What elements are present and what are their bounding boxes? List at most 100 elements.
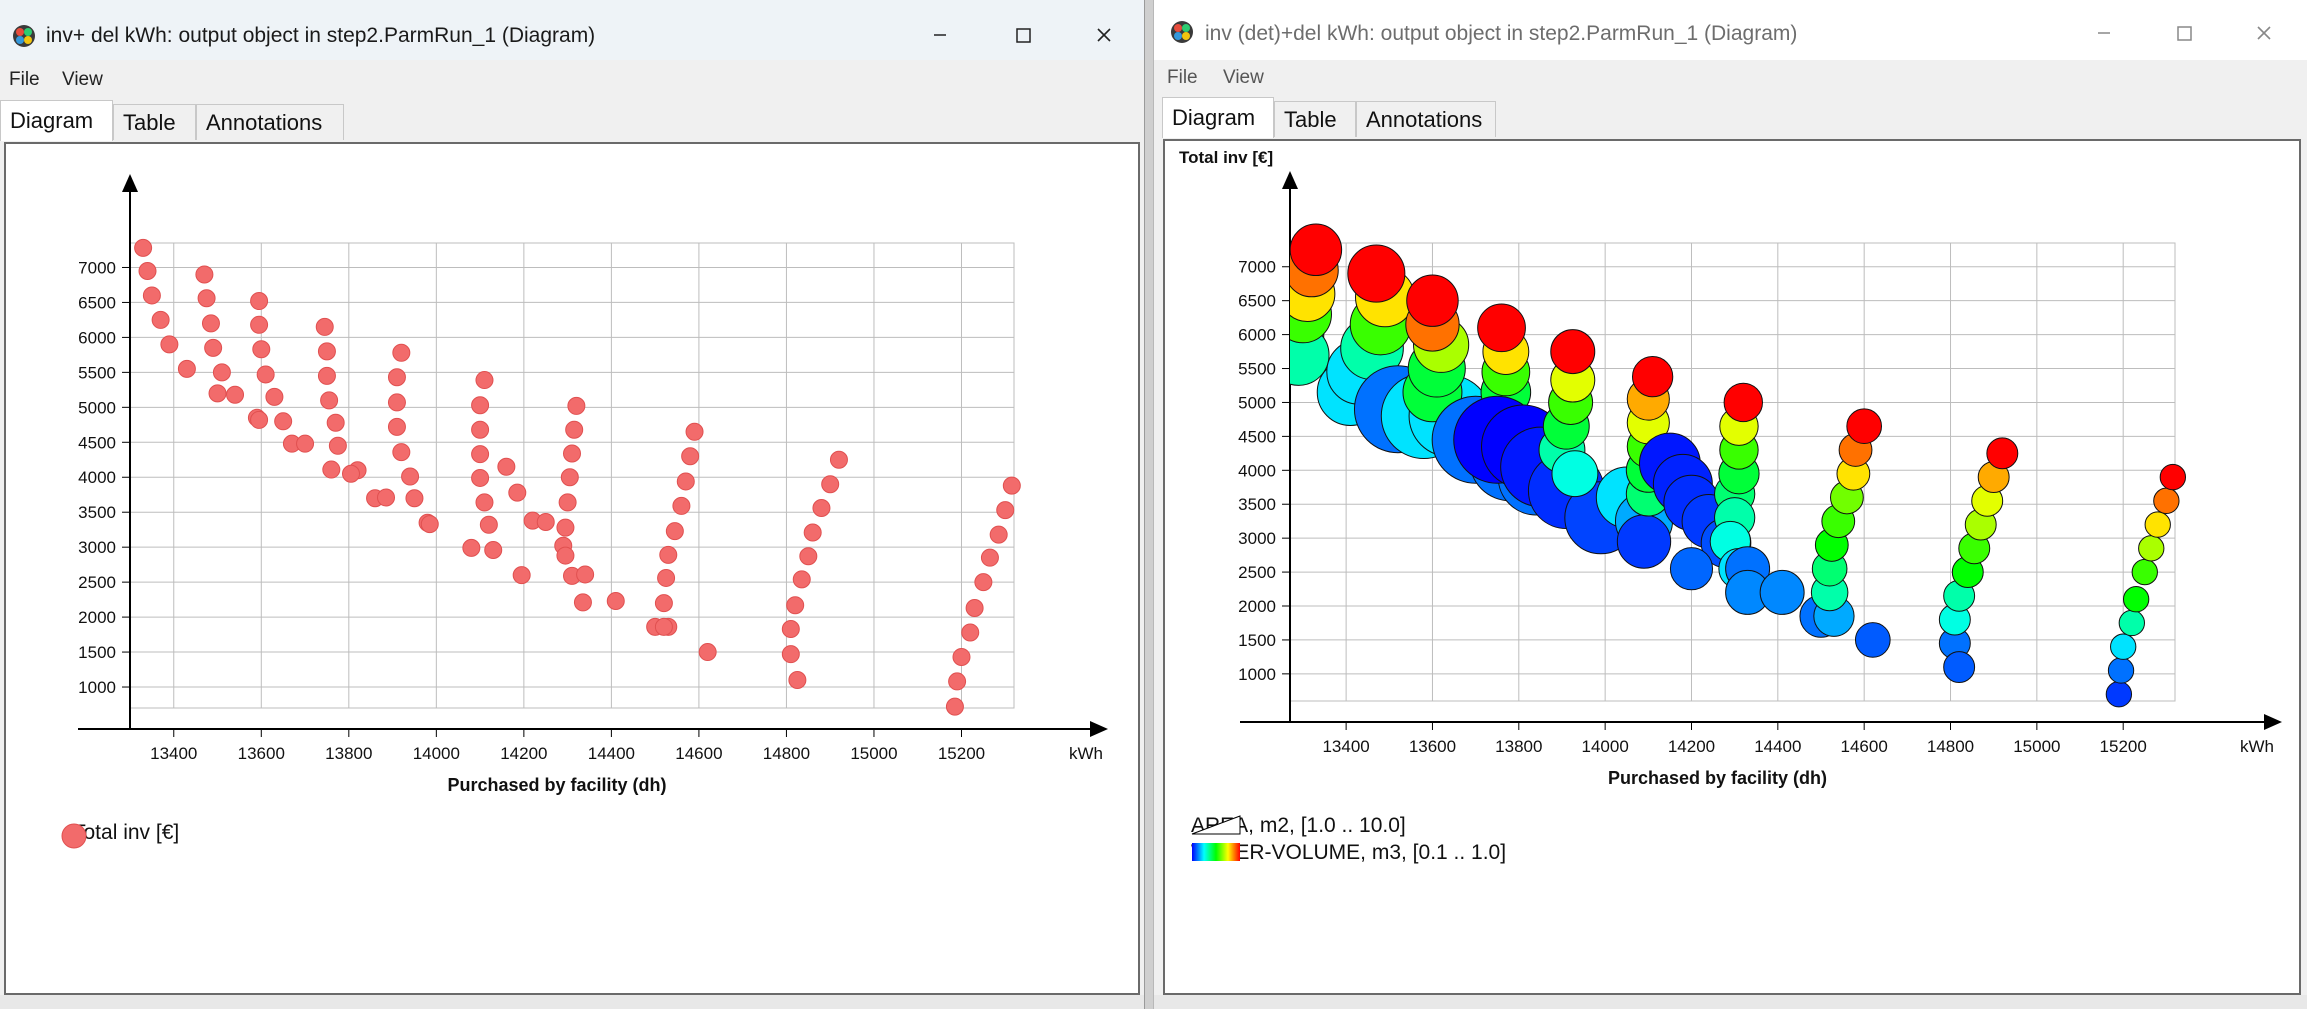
- scatter-point: [197, 289, 216, 308]
- scatter-point: [996, 501, 1015, 520]
- scatter-point: [462, 538, 481, 557]
- x-tick-label: 13400: [1322, 737, 1369, 756]
- x-tick-label: 15200: [2100, 737, 2147, 756]
- bubble-point: [2144, 511, 2171, 538]
- right-diagram-window: inv (det)+del kWh: output object in step…: [1153, 0, 2307, 1009]
- x-tick-label: 14000: [1582, 737, 1629, 756]
- bubble-point: [2159, 463, 2187, 491]
- y-tick-label: 5500: [1238, 360, 1276, 379]
- legend-item-total-inv: Total inv [€]: [59, 821, 180, 849]
- scatter-point: [576, 565, 595, 584]
- scatter-point: [803, 523, 822, 542]
- x-tick-label: 13800: [1495, 737, 1542, 756]
- menu-view[interactable]: View: [62, 69, 103, 90]
- x-tick-label: 14400: [1754, 737, 1801, 756]
- scatter-point: [659, 545, 678, 564]
- scatter-chart[interactable]: 13400 13600 13800 14000 14200 14400 14600 14800…: [6, 144, 1139, 993]
- x-axis-arrow: [1090, 721, 1108, 737]
- tab-annotations[interactable]: Annotations: [1356, 101, 1496, 137]
- close-button[interactable]: [1089, 20, 1119, 50]
- legend-color-label: WATER-VOLUME, m3, [0.1 .. 1.0]: [1191, 841, 1507, 864]
- scatter-point: [252, 340, 271, 359]
- bubble-point: [2107, 657, 2135, 684]
- x-tick-label: 14800: [763, 744, 810, 763]
- scatter-point: [556, 518, 575, 537]
- bubble-chart[interactable]: 13400 13600 13800 14000 14200 14400 14600 14800…: [1165, 141, 2302, 993]
- maximize-button[interactable]: [2169, 18, 2199, 48]
- y-tick-label: 5000: [78, 398, 116, 417]
- tab-table[interactable]: Table: [1274, 101, 1356, 137]
- bubble-layer: [1290, 223, 2187, 708]
- scatter-point: [296, 434, 315, 453]
- bubble-point: [1669, 547, 1714, 591]
- scatter-point: [142, 286, 161, 305]
- right-title-bar[interactable]: inv (det)+del kWh: output object in step…: [1154, 0, 2307, 60]
- y-axis-title: Total inv [€]: [1179, 148, 1273, 167]
- scatter-point: [317, 342, 336, 361]
- y-tick-label: 7000: [78, 258, 116, 277]
- diagram-panel: 13400 13600 13800 14000 14200 14400 14600 14800…: [1163, 139, 2301, 995]
- tab-diagram[interactable]: Diagram: [0, 100, 113, 141]
- minimize-button[interactable]: [2089, 18, 2119, 48]
- scatter-point: [151, 310, 170, 329]
- maximize-icon: [1016, 28, 1031, 43]
- bubble-point: [1943, 651, 1976, 684]
- scatter-point: [256, 365, 275, 384]
- scatter-point: [497, 457, 516, 476]
- scatter-point: [387, 393, 406, 412]
- x-tick-label: 13600: [238, 744, 285, 763]
- scatter-point: [475, 371, 494, 390]
- y-tick-label: 2000: [78, 608, 116, 627]
- x-unit-label: kWh: [2240, 737, 2274, 756]
- menu-bar: File View: [0, 64, 1144, 98]
- legend-marker-dot: [61, 823, 87, 849]
- menu-file[interactable]: File: [1167, 67, 1198, 88]
- legend-label: Total inv [€]: [73, 821, 180, 844]
- scatter-point: [781, 645, 800, 664]
- minimize-icon: [934, 34, 946, 36]
- scatter-point: [471, 468, 490, 487]
- scatter-point: [989, 525, 1008, 544]
- y-tick-label: 1000: [1238, 665, 1276, 684]
- maximize-button[interactable]: [1008, 20, 1038, 50]
- minimize-button[interactable]: [925, 20, 955, 50]
- window-gap: [1145, 0, 1153, 1009]
- scatter-point: [471, 445, 490, 464]
- scatter-point: [665, 522, 684, 541]
- left-title-bar[interactable]: inv+ del kWh: output object in step2.Par…: [0, 0, 1144, 60]
- y-axis-arrow: [122, 174, 138, 192]
- close-button[interactable]: [2249, 18, 2279, 48]
- menu-view[interactable]: View: [1223, 67, 1264, 88]
- scatter-point: [420, 515, 439, 534]
- y-axis-arrow: [1282, 171, 1298, 189]
- y-tick-label: 3500: [78, 503, 116, 522]
- left-diagram-window: inv+ del kWh: output object in step2.Par…: [0, 0, 1145, 1009]
- tab-annotations[interactable]: Annotations: [196, 104, 344, 140]
- tab-diagram[interactable]: Diagram: [1162, 97, 1274, 138]
- menu-file[interactable]: File: [9, 69, 40, 90]
- diagram-panel: 13400 13600 13800 14000 14200 14400 14600 14800…: [4, 142, 1140, 995]
- tab-table[interactable]: Table: [113, 104, 196, 140]
- scatter-point: [965, 599, 984, 618]
- scatter-point: [387, 368, 406, 387]
- bubble-point: [2131, 558, 2158, 586]
- scatter-point: [672, 496, 691, 515]
- x-tick-label: 15000: [850, 744, 897, 763]
- scatter-point: [401, 467, 420, 486]
- scatter-point: [342, 464, 360, 483]
- y-tick-label: 6500: [78, 293, 116, 312]
- y-tick-label: 4500: [78, 433, 116, 452]
- minimize-icon: [2098, 32, 2110, 34]
- scatter-point: [405, 489, 424, 508]
- y-tick-label: 2000: [1238, 597, 1276, 616]
- scatter-point: [788, 671, 807, 690]
- bubble-point: [1986, 437, 2019, 470]
- bubble-point: [1347, 244, 1406, 303]
- scatter-point: [212, 363, 231, 382]
- scatter-point: [250, 292, 269, 311]
- y-tick-label: 4000: [1238, 461, 1276, 480]
- x-tick-label: 14200: [1668, 737, 1715, 756]
- scatter-point: [560, 468, 579, 487]
- scatter-point: [558, 493, 577, 512]
- x-tick-label: 14400: [588, 744, 635, 763]
